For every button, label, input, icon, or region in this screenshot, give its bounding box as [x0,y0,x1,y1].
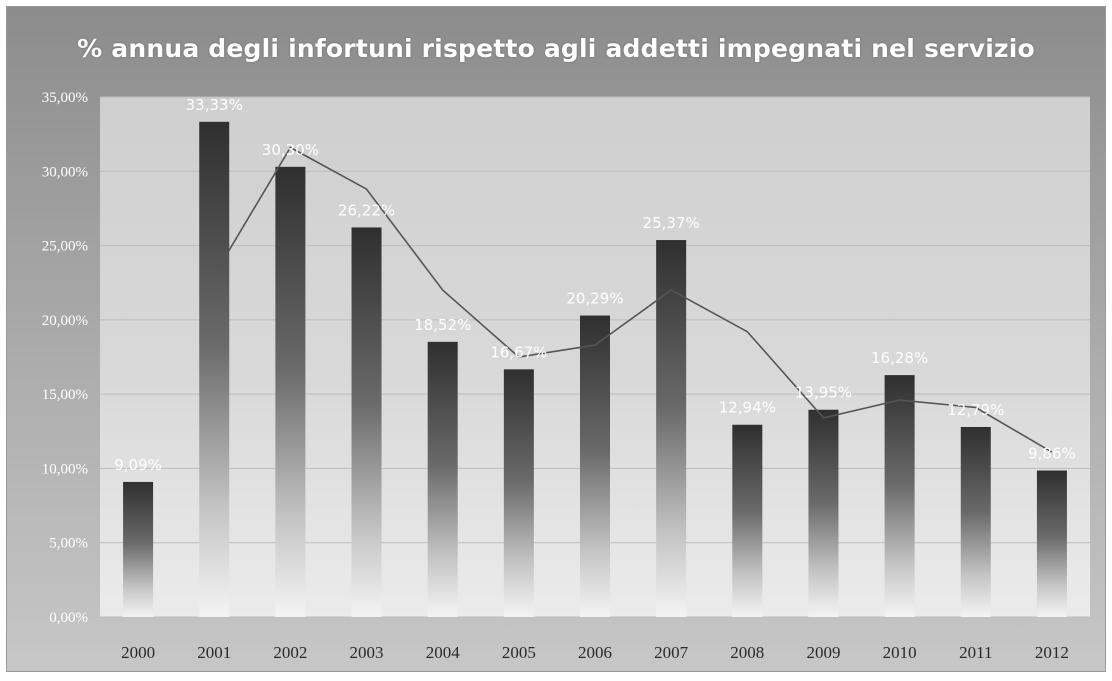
bar [123,481,154,617]
x-tick-label: 2007 [654,643,689,662]
line-series [213,146,1053,453]
data-label: 9,86% [1028,445,1076,463]
y-axis: 0,00% 5,00% 10,00% 15,00% 20,00% 25,00% 30,00%… [42,90,88,626]
x-tick-label: 2003 [350,643,384,662]
bar [884,375,915,617]
data-label: 12,94% [719,399,776,417]
data-label: 13,95% [795,384,852,402]
data-label: 20,29% [566,290,623,308]
y-tick-label: 15,00% [42,387,88,403]
data-label: 16,67% [490,343,547,361]
x-tick-label: 2000 [121,643,155,662]
x-tick-label: 2009 [806,643,840,662]
trend-line [213,146,1053,453]
data-label: 25,37% [643,214,700,232]
data-label: 9,09% [114,456,162,474]
x-tick-label: 2006 [578,643,612,662]
bar [656,240,687,617]
bar-series [123,121,1067,618]
bar [580,315,610,617]
x-tick-label: 2011 [959,643,992,662]
x-tick-label: 2005 [502,643,536,662]
x-tick-label: 2004 [426,643,461,662]
chart-title: % annua degli infortuni rispetto agli ad… [77,34,1035,63]
y-tick-label: 30,00% [42,164,88,180]
x-tick-label: 2002 [273,643,307,662]
x-axis: 2000 2001 2002 2003 2004 2005 2006 2007 2008 2009… [121,643,1069,662]
y-tick-label: 35,00% [42,90,88,106]
y-tick-label: 20,00% [42,313,88,329]
data-label: 18,52% [414,316,471,334]
x-tick-label: 2012 [1035,643,1069,662]
bar [960,426,991,617]
bar [351,227,382,617]
y-tick-label: 5,00% [49,536,88,552]
data-labels: 9,09% 33,33% 30,30% 26,22% 18,52% 16,67% 20,29… [114,96,1076,474]
bar [275,166,306,618]
x-tick-label: 2010 [883,643,917,662]
bar [503,369,534,617]
bar [427,341,458,617]
data-label: 26,22% [338,201,395,219]
bar [1036,470,1067,617]
bar [808,409,839,617]
data-label: 16,28% [871,349,928,367]
data-label: 33,33% [186,96,243,114]
y-tick-label: 10,00% [42,461,88,477]
data-label: 12,79% [947,401,1004,419]
x-tick-label: 2001 [197,643,231,662]
y-tick-label: 0,00% [49,610,88,626]
y-tick-label: 25,00% [42,239,88,255]
x-tick-label: 2008 [730,643,764,662]
data-label: 30,30% [262,141,319,159]
bar [199,121,230,617]
bar [732,424,763,617]
